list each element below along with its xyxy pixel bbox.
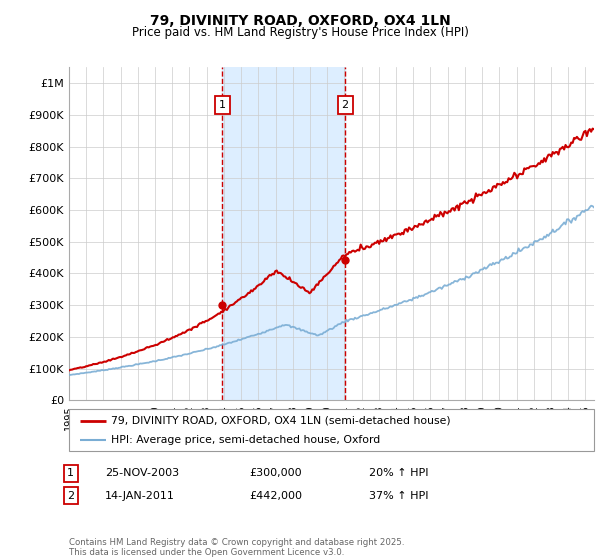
- Text: HPI: Average price, semi-detached house, Oxford: HPI: Average price, semi-detached house,…: [111, 435, 380, 445]
- Text: 79, DIVINITY ROAD, OXFORD, OX4 1LN: 79, DIVINITY ROAD, OXFORD, OX4 1LN: [149, 14, 451, 28]
- Text: Contains HM Land Registry data © Crown copyright and database right 2025.
This d: Contains HM Land Registry data © Crown c…: [69, 538, 404, 557]
- Text: 20% ↑ HPI: 20% ↑ HPI: [369, 468, 428, 478]
- Text: 25-NOV-2003: 25-NOV-2003: [105, 468, 179, 478]
- Bar: [222, 67, 345, 400]
- Text: 2: 2: [341, 100, 349, 110]
- Text: £300,000: £300,000: [249, 468, 302, 478]
- Text: 79, DIVINITY ROAD, OXFORD, OX4 1LN (semi-detached house): 79, DIVINITY ROAD, OXFORD, OX4 1LN (semi…: [111, 416, 451, 426]
- Text: Price paid vs. HM Land Registry's House Price Index (HPI): Price paid vs. HM Land Registry's House …: [131, 26, 469, 39]
- Text: 14-JAN-2011: 14-JAN-2011: [105, 491, 175, 501]
- Text: 1: 1: [67, 468, 74, 478]
- Text: £442,000: £442,000: [249, 491, 302, 501]
- Text: 2: 2: [67, 491, 74, 501]
- Text: 37% ↑ HPI: 37% ↑ HPI: [369, 491, 428, 501]
- FancyBboxPatch shape: [69, 409, 594, 451]
- Text: 1: 1: [218, 100, 226, 110]
